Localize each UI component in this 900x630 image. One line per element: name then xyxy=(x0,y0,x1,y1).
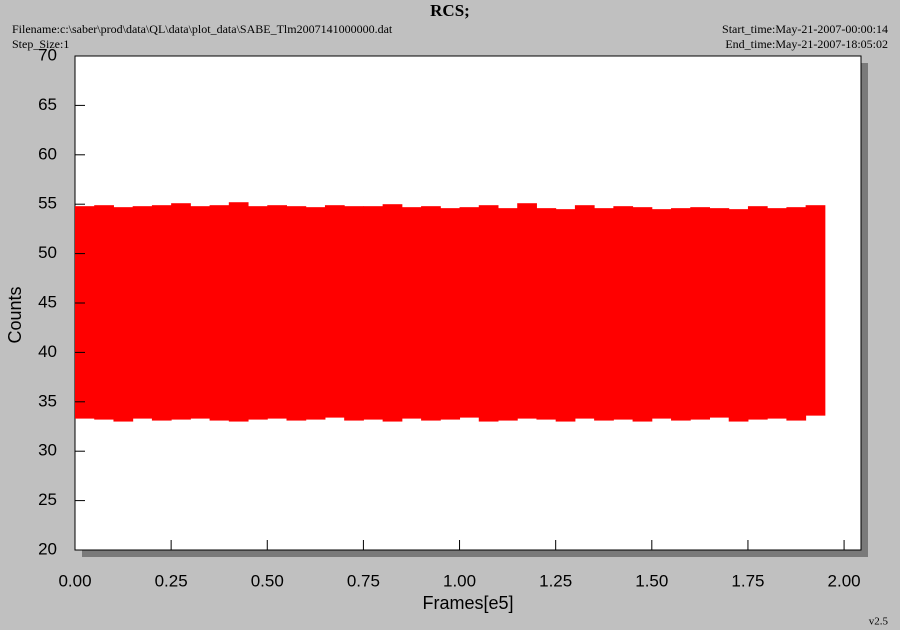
signal-band xyxy=(382,204,403,422)
signal-band xyxy=(497,208,518,421)
x-tick-label: 1.50 xyxy=(635,571,668,590)
signal-band xyxy=(209,205,230,421)
x-tick-label: 0.25 xyxy=(155,571,188,590)
signal-band xyxy=(113,207,134,422)
y-tick-label: 50 xyxy=(38,243,57,262)
signal-band xyxy=(421,206,441,421)
signal-band xyxy=(267,205,287,419)
y-tick-label: 55 xyxy=(38,194,57,213)
signal-band xyxy=(651,209,672,419)
signal-band xyxy=(709,208,730,418)
signal-band xyxy=(728,209,749,422)
x-tick-label: 0.75 xyxy=(347,571,380,590)
x-tick-label: 1.75 xyxy=(731,571,764,590)
signal-band xyxy=(613,206,634,420)
signal-band xyxy=(344,206,364,421)
signal-band xyxy=(324,205,345,418)
signal-band xyxy=(574,205,595,419)
signal-band xyxy=(190,206,211,419)
signal-band xyxy=(594,208,614,421)
y-tick-label: 60 xyxy=(38,144,57,163)
y-tick-label: 65 xyxy=(38,95,57,114)
signal-band xyxy=(171,203,191,420)
filename: Filename:c:\saber\prod\data\QL\data\plot… xyxy=(12,22,393,36)
x-tick-label: 1.25 xyxy=(539,571,572,590)
signal-band xyxy=(786,207,807,421)
end-time: End_time:May-21-2007-18:05:02 xyxy=(725,37,888,51)
signal-band xyxy=(132,206,153,419)
signal-band xyxy=(805,205,826,416)
signal-band xyxy=(690,207,710,420)
y-tick-label: 30 xyxy=(38,441,57,460)
signal-band xyxy=(248,206,268,420)
signal-band xyxy=(440,208,461,420)
signal-band xyxy=(305,207,326,420)
signal-band xyxy=(555,209,576,422)
version: v2.5 xyxy=(869,616,889,628)
y-tick-label: 70 xyxy=(38,45,57,64)
signal-band xyxy=(767,208,787,419)
x-tick-label: 1.00 xyxy=(443,571,476,590)
signal-band xyxy=(401,207,422,419)
signal-band xyxy=(536,208,557,420)
y-tick-label: 35 xyxy=(38,391,57,410)
signal-band xyxy=(671,208,691,421)
y-tick-label: 25 xyxy=(38,490,57,509)
x-tick-label: 0.00 xyxy=(58,571,91,590)
signal-band xyxy=(747,206,768,420)
x-tick-label: 0.50 xyxy=(251,571,284,590)
signal-band xyxy=(478,205,499,422)
y-tick-label: 20 xyxy=(38,539,57,558)
signal-band xyxy=(228,202,249,422)
x-axis-label: Frames[e5] xyxy=(422,593,513,613)
signal-band xyxy=(632,207,653,422)
signal-band xyxy=(75,206,95,419)
x-tick-label: 2.00 xyxy=(828,571,861,590)
signal-band xyxy=(517,203,537,419)
signal-band xyxy=(94,205,114,420)
signal-band xyxy=(459,207,480,418)
y-tick-label: 45 xyxy=(38,292,57,311)
signal-band xyxy=(286,206,307,421)
step-size: Step_Size:1 xyxy=(12,37,69,51)
y-tick-label: 40 xyxy=(38,342,57,361)
signal-band xyxy=(363,206,384,420)
signal-band xyxy=(151,205,172,421)
y-axis-label: Counts xyxy=(5,286,25,343)
start-time: Start_time:May-21-2007-00:00:14 xyxy=(722,22,888,36)
chart-title: RCS; xyxy=(430,1,470,20)
